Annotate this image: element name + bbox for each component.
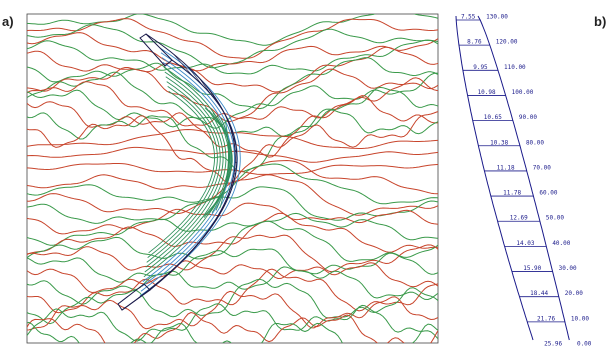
elevation-label: 130.00 [486, 14, 508, 21]
elevation-label: 0.00 [577, 341, 592, 346]
thickness-label: 10.38 [490, 139, 508, 146]
thickness-label: 9.95 [473, 64, 488, 71]
contour-line-21 [27, 202, 438, 235]
lattice-line [186, 65, 203, 86]
contour-line-32 [27, 303, 438, 342]
inner-arch-1 [203, 110, 232, 218]
thickness-label: 11.78 [503, 190, 521, 197]
upstream-face [455, 15, 534, 341]
contour-line-28 [27, 266, 438, 305]
arch-line-7 [146, 81, 221, 263]
arch-dam [117, 33, 241, 311]
inner-arch-5 [219, 119, 229, 209]
contour-line-9 [27, 77, 438, 127]
panel-a-label: a) [2, 14, 14, 29]
elevation-label: 50.00 [546, 215, 564, 222]
elevation-label: 120.00 [496, 39, 518, 46]
contour-line-30 [27, 278, 438, 325]
dam-section: 7.55 130.00 8.76 120.00 9.95 110.00 10.98 100.0… [455, 14, 592, 346]
inner-arch-0 [199, 107, 233, 221]
contour-line-5 [27, 46, 438, 93]
contour-line-24 [27, 220, 438, 262]
contour-line-1 [27, 18, 438, 59]
contour-map [26, 13, 439, 344]
inner-arch-3 [211, 114, 231, 214]
contour-line-33 [27, 312, 438, 343]
elevation-label: 100.00 [512, 89, 534, 96]
arch-line-5 [144, 71, 227, 273]
inner-arch-2 [207, 112, 232, 216]
contour-line-11 [27, 95, 438, 158]
thickness-label: 10.98 [478, 89, 496, 96]
elevation-label: 20.00 [565, 290, 583, 297]
elevation-label: 30.00 [559, 265, 577, 272]
right-abutment [117, 283, 151, 311]
crest-upstream-edge [121, 33, 236, 311]
section-labels: 7.55 130.00 8.76 120.00 9.95 110.00 10.98 100.0… [461, 14, 592, 346]
elevation-label: 60.00 [539, 190, 557, 197]
thickness-label: 25.96 [544, 341, 562, 346]
contour-line-6 [27, 57, 438, 110]
contour-line-19 [27, 174, 438, 216]
thickness-label: 14.03 [516, 240, 534, 247]
arch-line-9 [148, 90, 215, 254]
contour-line-3 [27, 32, 438, 72]
contour-line-18 [27, 163, 438, 205]
inner-arch-4 [215, 117, 230, 211]
contour-line-22 [27, 212, 438, 246]
arch-line-6 [145, 76, 224, 268]
thickness-label: 8.76 [467, 39, 482, 46]
panel-b-label: b) [594, 14, 607, 29]
thickness-label: 18.44 [530, 290, 548, 297]
arch-line-8 [147, 86, 218, 258]
elevation-label: 90.00 [519, 114, 537, 121]
elevation-label: 10.00 [571, 315, 589, 322]
thickness-label: 10.65 [484, 114, 502, 121]
elevation-label: 70.00 [533, 164, 551, 171]
contour-line-31 [27, 290, 438, 331]
contour-line-0 [27, 14, 438, 46]
thickness-label: 12.69 [510, 215, 528, 222]
thickness-label: 11.18 [497, 164, 515, 171]
elevation-label: 40.00 [552, 240, 570, 247]
map-frame [26, 13, 439, 344]
contour-line-29 [27, 268, 438, 314]
elevation-label: 110.00 [504, 64, 526, 71]
thickness-label: 7.55 [461, 14, 476, 21]
left-abutment [139, 33, 173, 67]
contour-line-4 [27, 39, 438, 75]
thickness-label: 15.90 [523, 265, 541, 272]
arch-line-2 [141, 57, 235, 287]
thickness-label: 21.76 [537, 315, 555, 322]
contour-line-27 [27, 260, 438, 293]
section-outline [455, 15, 570, 341]
dam-outline [117, 33, 238, 311]
contour-line-13 [27, 111, 438, 184]
lattice-line [173, 54, 193, 77]
contour-line-26 [27, 248, 438, 283]
crest-downstream-edge [149, 59, 238, 291]
elevation-label: 80.00 [526, 139, 544, 146]
contour-line-25 [27, 234, 438, 273]
